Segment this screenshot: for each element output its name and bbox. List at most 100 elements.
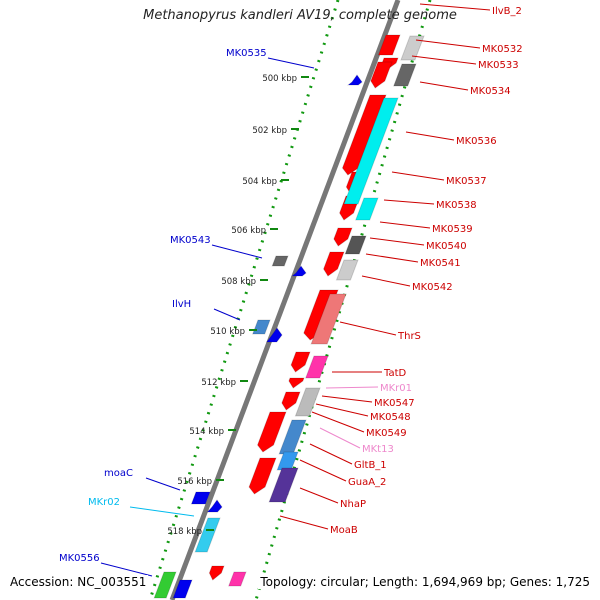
gene-label: TatD xyxy=(383,368,407,379)
label-leader-line xyxy=(213,308,241,321)
gene-label: GltB_1 xyxy=(354,460,387,471)
gene-label: MK0537 xyxy=(446,176,487,187)
label-leader-line xyxy=(405,131,455,141)
gene-label: MK0538 xyxy=(436,200,477,211)
kbp-tick-label: 502 kbp xyxy=(252,126,287,136)
forward-cds-arrow xyxy=(208,565,225,581)
kbp-tick-label: 518 kbp xyxy=(167,527,202,537)
label-leader-line xyxy=(299,487,339,504)
gene-label: MK0532 xyxy=(482,44,523,55)
gene-label: GuaA_2 xyxy=(348,477,386,488)
reverse-cds-arrow xyxy=(271,255,289,267)
gene-label: MK0534 xyxy=(470,86,511,97)
label-leader-line xyxy=(415,39,481,49)
feature-box xyxy=(278,419,307,455)
gene-label: MK0539 xyxy=(432,224,473,235)
gene-label: MK0536 xyxy=(456,136,497,147)
map-title: Methanopyrus kandleri AV19, complete gen… xyxy=(143,8,457,23)
kbp-tick-label: 508 kbp xyxy=(221,277,256,287)
forward-cds-arrow xyxy=(248,457,277,495)
label-leader-line xyxy=(365,253,419,263)
feature-box xyxy=(294,387,321,417)
reverse-cds-arrow xyxy=(153,571,177,599)
feature-box xyxy=(227,571,247,587)
label-leader-line xyxy=(419,3,491,11)
gene-label: moaC xyxy=(104,468,133,479)
kbp-tick-label: 510 kbp xyxy=(210,327,245,337)
kbp-tick-label: 506 kbp xyxy=(231,226,266,236)
gene-labels: IlvB_2 MK0532 MK0533 MK0534 MK0536 MK0537 MK05… xyxy=(59,6,523,564)
kbp-tick-label: 512 kbp xyxy=(201,378,236,388)
gene-label: IlvH xyxy=(172,299,191,310)
reverse-cds-arrow xyxy=(346,74,363,86)
genome-backbone xyxy=(169,0,401,600)
gene-label: MK0535 xyxy=(226,48,267,59)
dot-track xyxy=(148,0,340,600)
gene-label: MK0548 xyxy=(370,412,411,423)
label-leader-line xyxy=(383,199,435,205)
forward-cds-arrow xyxy=(377,34,401,56)
gene-label: MK0540 xyxy=(426,241,467,252)
label-leader-line xyxy=(325,386,379,389)
feature-box xyxy=(268,467,299,503)
gene-label: MK0533 xyxy=(478,60,519,71)
topology-text: Topology: circular; Length: 1,694,969 bp… xyxy=(258,575,592,589)
gene-label: MK0556 xyxy=(59,553,100,564)
label-leader-line xyxy=(309,443,353,465)
feature-box xyxy=(344,235,367,255)
reverse-cds-arrow xyxy=(290,265,307,277)
label-leader-line xyxy=(211,244,263,259)
forward-cds-arrow xyxy=(341,94,387,176)
gene-label: MKt13 xyxy=(362,444,394,455)
feature-box xyxy=(310,293,347,345)
reverse-cds-arrow xyxy=(190,491,211,505)
label-leader-line xyxy=(267,57,315,69)
label-leader-line xyxy=(321,395,373,403)
accession-text: Accession: NC_003551 xyxy=(8,575,149,589)
label-leader-line xyxy=(279,515,329,530)
label-leader-line xyxy=(311,411,365,433)
gene-label: NhaP xyxy=(340,499,366,510)
reverse-cds-arrow xyxy=(251,319,271,335)
kbp-tick-label: 504 kbp xyxy=(242,177,277,187)
reverse-cds-arrow xyxy=(265,327,283,343)
feature-box xyxy=(354,197,379,221)
label-leader-line xyxy=(145,477,181,491)
forward-cds-arrow xyxy=(290,351,311,373)
gene-label: MK0549 xyxy=(366,428,407,439)
forward-cds-arrow xyxy=(256,411,287,453)
forward-cds-arrow xyxy=(333,227,353,247)
reverse-cds-arrow xyxy=(172,579,193,599)
gene-features xyxy=(153,34,425,599)
gene-label: MKr02 xyxy=(88,497,120,508)
label-leader-line xyxy=(319,427,361,449)
gene-label: MK0543 xyxy=(170,235,211,246)
label-leader-line xyxy=(379,221,431,229)
kbp-tick-label: 514 kbp xyxy=(189,427,224,437)
gene-label: MoaB xyxy=(330,525,358,536)
kbp-tick-label: 500 kbp xyxy=(262,74,297,84)
label-leader-line xyxy=(391,171,445,181)
label-leader-line xyxy=(339,321,397,336)
gene-label: MK0541 xyxy=(420,258,461,269)
kbp-scale: 500 kbp 502 kbp 504 kbp 506 kbp 508 kbp 510 k… xyxy=(167,74,309,537)
forward-cds-arrow xyxy=(281,391,301,411)
label-leader-lines xyxy=(100,3,491,577)
label-leader-line xyxy=(369,237,425,246)
gene-label: MK0542 xyxy=(412,282,453,293)
label-leader-line xyxy=(411,55,477,65)
feature-box xyxy=(400,35,425,61)
feature-box xyxy=(304,355,329,379)
gene-label: IlvB_2 xyxy=(492,6,522,17)
forward-cds-arrow xyxy=(323,251,345,277)
label-leader-line xyxy=(361,275,411,287)
feature-box xyxy=(343,97,399,205)
label-leader-line xyxy=(419,81,469,91)
label-leader-line xyxy=(315,403,369,417)
reverse-cds-arrow xyxy=(194,517,221,553)
feature-box xyxy=(335,259,359,281)
tick-dot-tracks xyxy=(148,0,432,600)
gene-label: MKr01 xyxy=(380,383,412,394)
forward-cds-arrow xyxy=(288,377,305,389)
